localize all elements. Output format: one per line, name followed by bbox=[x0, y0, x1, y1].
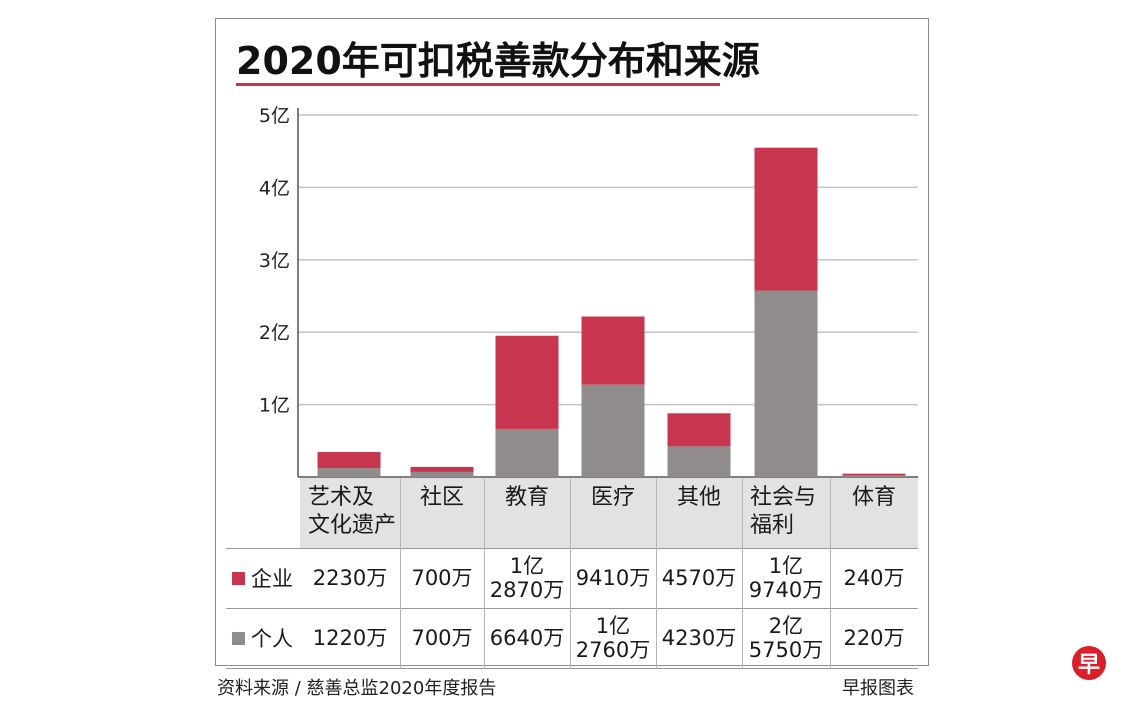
data-label: 6640万 bbox=[489, 626, 565, 650]
column-divider bbox=[656, 478, 657, 668]
category-label: 社区 bbox=[400, 478, 484, 548]
bar-individual bbox=[317, 468, 381, 477]
table-rule bbox=[226, 548, 918, 549]
source-note: 资料来源 / 慈善总监2020年度报告 bbox=[217, 678, 497, 699]
table-rule bbox=[226, 608, 918, 609]
zaobao-logo: 早 bbox=[1072, 646, 1106, 680]
bar-individual bbox=[667, 446, 731, 477]
bar-individual bbox=[581, 384, 645, 477]
column-divider bbox=[484, 478, 485, 668]
data-label: 1220万 bbox=[312, 626, 388, 650]
y-tick-label: 4亿 bbox=[259, 177, 290, 199]
table-rule bbox=[226, 668, 918, 669]
category-label: 教育 bbox=[484, 478, 570, 548]
category-label: 社会与 福利 bbox=[742, 478, 830, 548]
category-label: 医疗 bbox=[570, 478, 656, 548]
y-tick-label: 2亿 bbox=[259, 322, 290, 344]
data-label: 1亿 9740万 bbox=[748, 554, 824, 602]
data-label: 240万 bbox=[843, 566, 905, 590]
column-divider bbox=[742, 478, 743, 668]
bar-individual bbox=[495, 428, 559, 477]
column-divider bbox=[570, 478, 571, 668]
graphic-credit: 早报图表 bbox=[842, 678, 914, 699]
data-label: 2230万 bbox=[312, 566, 388, 590]
category-label: 体育 bbox=[830, 478, 918, 548]
y-tick-label: 1亿 bbox=[259, 395, 290, 417]
bar-enterprise bbox=[667, 413, 731, 447]
bar-individual bbox=[754, 290, 818, 477]
legend-enterprise: 企业 bbox=[226, 548, 300, 608]
category-label: 艺术及 文化遗产 bbox=[300, 478, 400, 548]
legend-individual: 个人 bbox=[226, 608, 300, 668]
category-label: 其他 bbox=[656, 478, 742, 548]
bar-individual bbox=[842, 475, 906, 477]
legend-label: 个人 bbox=[251, 627, 293, 651]
title-underline bbox=[236, 83, 720, 86]
bar-enterprise bbox=[754, 147, 818, 291]
legend-label: 企业 bbox=[251, 567, 293, 591]
data-label: 700万 bbox=[411, 626, 473, 650]
legend-swatch bbox=[232, 571, 245, 585]
data-label: 220万 bbox=[843, 626, 905, 650]
bar-enterprise bbox=[842, 473, 906, 476]
column-divider bbox=[400, 478, 401, 668]
bar-individual bbox=[410, 471, 474, 477]
data-label: 4570万 bbox=[661, 566, 737, 590]
data-label: 4230万 bbox=[661, 626, 737, 650]
data-label: 1亿 2870万 bbox=[489, 554, 565, 602]
data-label: 700万 bbox=[411, 566, 473, 590]
bar-enterprise bbox=[410, 466, 474, 472]
y-tick-label: 3亿 bbox=[259, 250, 290, 272]
data-label: 2亿 5750万 bbox=[748, 614, 824, 662]
column-divider bbox=[830, 478, 831, 668]
chart-title: 2020年可扣税善款分布和来源 bbox=[236, 39, 760, 83]
data-label: 9410万 bbox=[575, 566, 651, 590]
data-label: 1亿 2760万 bbox=[575, 614, 651, 662]
bar-enterprise bbox=[317, 452, 381, 469]
bar-enterprise bbox=[495, 335, 559, 429]
bar-enterprise bbox=[581, 316, 645, 385]
legend-swatch bbox=[232, 631, 245, 645]
y-tick-label: 5亿 bbox=[259, 105, 290, 127]
